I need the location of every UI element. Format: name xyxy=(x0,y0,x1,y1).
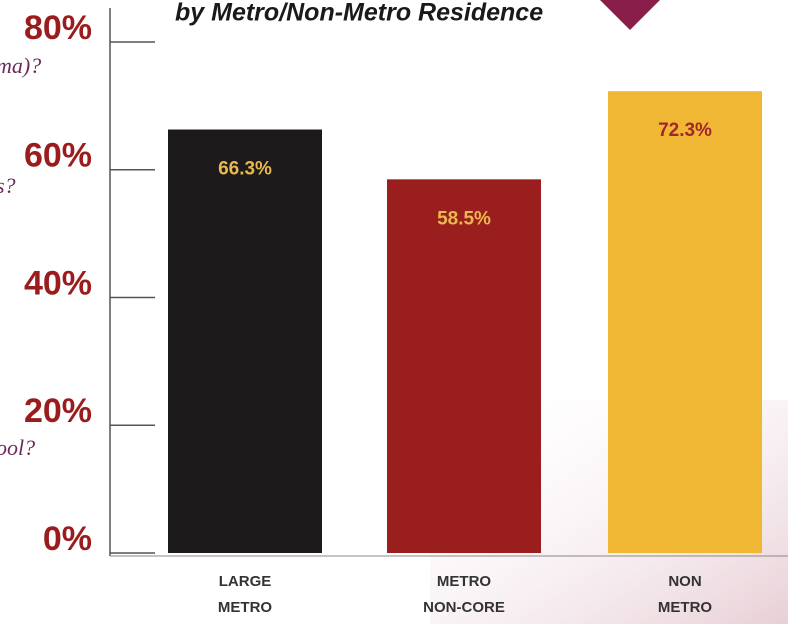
annotation: ma)? xyxy=(0,53,41,78)
value-label: 58.5% xyxy=(437,208,491,229)
annotation: s? xyxy=(0,173,16,198)
bar xyxy=(387,179,541,554)
x-tick-label: NON xyxy=(668,573,701,590)
value-label: 72.3% xyxy=(658,120,712,141)
y-tick-label: 40% xyxy=(24,264,92,302)
x-tick-label: METRO xyxy=(437,573,491,590)
x-tick-label: NON-CORE xyxy=(423,599,505,616)
annotation: ool? xyxy=(0,435,35,460)
value-label: 66.3% xyxy=(218,159,272,180)
y-tick-label: 20% xyxy=(24,392,92,430)
x-tick-label: METRO xyxy=(658,599,712,616)
y-tick-label: 0% xyxy=(43,520,92,558)
bar xyxy=(608,91,762,553)
x-tick-label: LARGE xyxy=(219,573,272,590)
bar xyxy=(168,129,322,554)
decoration xyxy=(600,0,660,30)
y-tick-label: 60% xyxy=(24,137,92,175)
x-tick-label: METRO xyxy=(218,599,272,616)
y-tick-label: 80% xyxy=(24,9,92,47)
chart-title: by Metro/Non-Metro Residence xyxy=(175,0,543,27)
